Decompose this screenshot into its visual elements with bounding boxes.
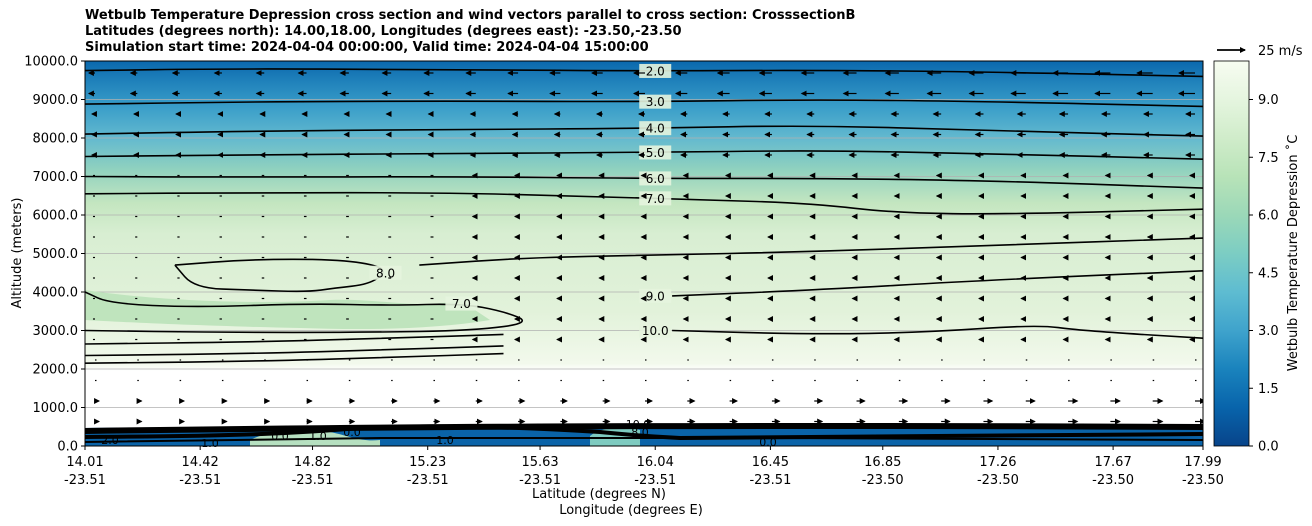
y-tick-label: 8000.0 xyxy=(33,132,79,147)
contour-label: 7.0 xyxy=(452,297,471,311)
x-tick-label-lon: -23.51 xyxy=(292,473,334,488)
contour-label-bg xyxy=(639,94,672,109)
y-tick-label: 10000.0 xyxy=(24,55,78,70)
colorbar-tick-label: 4.5 xyxy=(1258,266,1279,281)
surface-contour-lines xyxy=(85,422,1203,443)
surface-contour-label: 8.0 xyxy=(631,426,649,439)
contour-line xyxy=(85,175,1203,189)
contour-lines: 2.0 3.0 4.0 5.0 6.0 7.0 8.0 9.0 10.0 7.0 xyxy=(85,63,1203,364)
x-tick-label-lon: -23.51 xyxy=(64,473,106,488)
surface-contour-label: 10.0 xyxy=(626,418,651,431)
colorbar-tick-label: 7.5 xyxy=(1258,151,1279,166)
contour-line xyxy=(85,125,1203,137)
contour-line xyxy=(85,191,1203,215)
x-axis-label-lon: Longitude (degrees E) xyxy=(559,503,703,518)
colorbar-tick-label: 9.0 xyxy=(1258,93,1279,108)
title-line-1: Wetbulb Temperature Depression cross sec… xyxy=(85,8,856,23)
colorbar-tick-label: 1.5 xyxy=(1258,382,1279,397)
colorbar-label: Wetbulb Temperature Depression ˚C xyxy=(1285,135,1301,372)
x-tick-label-lat: 16.04 xyxy=(637,455,674,470)
contour-line xyxy=(85,333,504,345)
x-tick-label-lon: -23.50 xyxy=(977,473,1019,488)
contour-label-bg xyxy=(369,265,402,280)
x-tick-label-lon: -23.50 xyxy=(1182,473,1224,488)
colorbar xyxy=(1213,60,1250,447)
contour-line xyxy=(85,352,504,364)
x-tick-label-lon: -23.50 xyxy=(862,473,904,488)
x-tick-label-lon: -23.51 xyxy=(519,473,561,488)
wind-vectors xyxy=(87,70,1203,425)
y-tick-label: 4000.0 xyxy=(33,286,79,301)
surface-contour-label: 2.0 xyxy=(101,434,119,447)
x-tick-label-lat: 16.45 xyxy=(752,455,789,470)
contour-label: 8.0 xyxy=(376,266,395,280)
colorbar-tick-label: 3.0 xyxy=(1258,324,1279,339)
contour-label: 3.0 xyxy=(646,95,665,109)
contour-label: 2.0 xyxy=(646,64,665,78)
contour-label: 5.0 xyxy=(646,146,665,160)
x-tick-label-lat: 14.82 xyxy=(294,455,331,470)
contour-label-bg xyxy=(639,288,672,303)
contour-label-bg xyxy=(639,145,672,160)
surface-contour-label: 0.0 xyxy=(759,436,777,449)
y-tick-label: 6000.0 xyxy=(33,209,79,224)
y-axis: 0.0 1000.0 2000.0 3000.0 4000.0 5000.0 6000.0 7… xyxy=(24,55,85,455)
x-tick-label-lat: 17.26 xyxy=(979,455,1016,470)
contour-label: 9.0 xyxy=(646,289,665,303)
x-tick-label-lat: 14.01 xyxy=(66,455,103,470)
surface-contour-label: 1.0 xyxy=(201,437,219,450)
contour-line xyxy=(85,99,1203,108)
contour-line xyxy=(419,237,1203,266)
y-tick-label: 9000.0 xyxy=(33,93,79,108)
contour-label-bg xyxy=(445,296,478,311)
x-tick-label-lat: 17.67 xyxy=(1095,455,1132,470)
y-tick-label: 5000.0 xyxy=(33,247,79,262)
wind-key-label: 25 m/s xyxy=(1258,44,1303,59)
contour-label-bg xyxy=(639,191,672,206)
x-tick-label-lon: -23.51 xyxy=(407,473,449,488)
contour-label: 6.0 xyxy=(646,172,665,186)
x-tick-label-lon: -23.51 xyxy=(179,473,221,488)
chart-title: Wetbulb Temperature Depression cross sec… xyxy=(85,8,855,56)
y-tick-label: 2000.0 xyxy=(33,363,79,378)
y-tick-label: 3000.0 xyxy=(33,324,79,339)
contour-line xyxy=(672,270,1203,297)
x-tick-label-lat: 15.63 xyxy=(521,455,558,470)
x-tick-label-lat: 14.42 xyxy=(182,455,219,470)
surface-contour-label: 1.0 xyxy=(309,430,327,443)
colorbar-tick-label: 6.0 xyxy=(1258,209,1279,224)
colorbar-ticks: 0.0 1.5 3.0 4.5 6.0 7.5 9.0 xyxy=(1249,93,1279,455)
x-tick-label-lon: -23.51 xyxy=(634,473,676,488)
contour-label-bg xyxy=(639,63,672,78)
x-tick-label-lat: 17.99 xyxy=(1184,455,1221,470)
surface-contour-label: 0.0 xyxy=(271,430,289,443)
contour-label: 10.0 xyxy=(642,324,669,338)
surface-contour-label: 0.0 xyxy=(343,426,361,439)
contour-label-bg xyxy=(639,121,672,136)
contour-label: 7.0 xyxy=(646,192,665,206)
contour-label-bg xyxy=(639,323,672,338)
contour-line xyxy=(672,325,1203,339)
surface-contour-label: 1.0 xyxy=(436,434,454,447)
y-tick-label: 0.0 xyxy=(57,440,78,455)
x-tick-label-lon: -23.51 xyxy=(749,473,791,488)
x-tick-label-lat: 15.23 xyxy=(409,455,446,470)
x-tick-label-lat: 16.85 xyxy=(864,455,901,470)
x-tick-label-lon: -23.50 xyxy=(1092,473,1134,488)
title-line-3: Simulation start time: 2024-04-04 00:00:… xyxy=(85,40,649,55)
y-axis-label: Altitude (meters) xyxy=(10,198,25,309)
contour-line xyxy=(85,150,1203,160)
x-axis: 14.01 -23.51 14.42 -23.51 14.82 -23.51 15.23 -2… xyxy=(64,446,1224,488)
contour-line xyxy=(85,345,504,357)
contour-label: 4.0 xyxy=(646,122,665,136)
y-tick-label: 7000.0 xyxy=(33,170,79,185)
x-axis-label-lat: Latitude (degrees N) xyxy=(532,487,666,502)
title-line-2: Latitudes (degrees north): 14.00,18.00, … xyxy=(85,24,682,39)
contour-line xyxy=(85,68,1203,78)
y-tick-label: 1000.0 xyxy=(33,401,79,416)
colorbar-tick-label: 0.0 xyxy=(1258,440,1279,455)
contour-label-bg xyxy=(639,171,672,186)
